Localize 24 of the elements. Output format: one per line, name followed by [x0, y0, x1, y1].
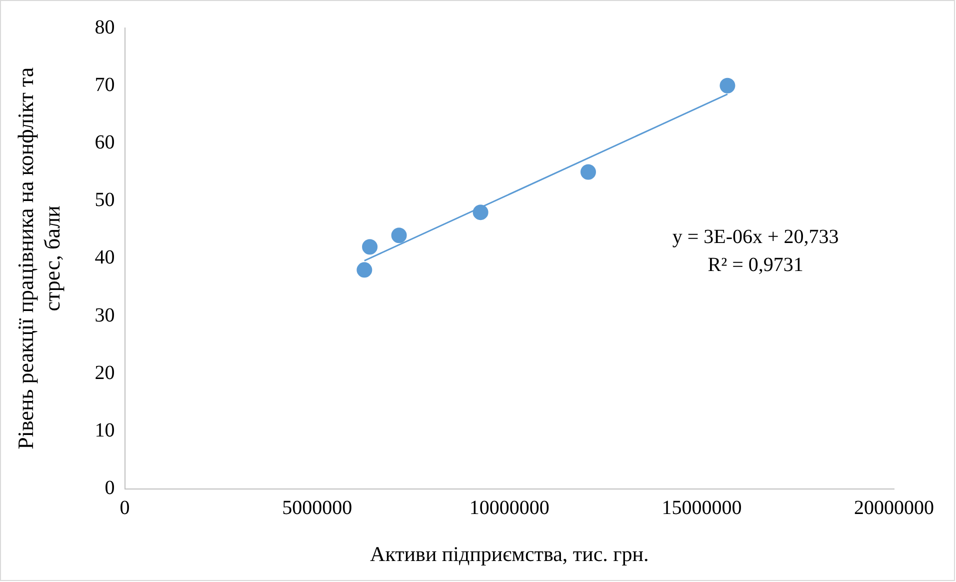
y-tick-label: 70	[94, 74, 115, 96]
point	[391, 228, 407, 244]
x-axis-title: Активи підприємства, тис. грн.	[370, 542, 649, 566]
y-tick-label: 20	[94, 362, 115, 384]
y-tick-label: 30	[94, 304, 115, 326]
y-tick-label: 10	[94, 419, 115, 442]
y-tick-label: 60	[94, 131, 115, 154]
x-tick-label: 15000000	[662, 497, 742, 520]
point	[472, 204, 488, 220]
point	[720, 78, 736, 94]
x-tick-label: 0	[120, 497, 130, 520]
y-tick-label: 0	[104, 477, 115, 500]
y-tick-label: 50	[94, 189, 115, 212]
x-tick-label: 5000000	[282, 497, 352, 520]
y-tick-label: 80	[94, 16, 115, 38]
y-tick-label: 40	[94, 246, 115, 269]
x-tick-label: 20000000	[854, 497, 934, 520]
x-tick-label: 10000000	[469, 497, 550, 520]
annotation: y = 3E-06x + 20,733	[672, 226, 839, 248]
annotation: R² = 0,9731	[708, 254, 804, 276]
point	[356, 262, 372, 278]
point	[362, 239, 378, 255]
point	[580, 164, 596, 180]
y-axis-title: Рівень реакції працівника на конфлікт та стрес, бали	[12, 67, 64, 450]
